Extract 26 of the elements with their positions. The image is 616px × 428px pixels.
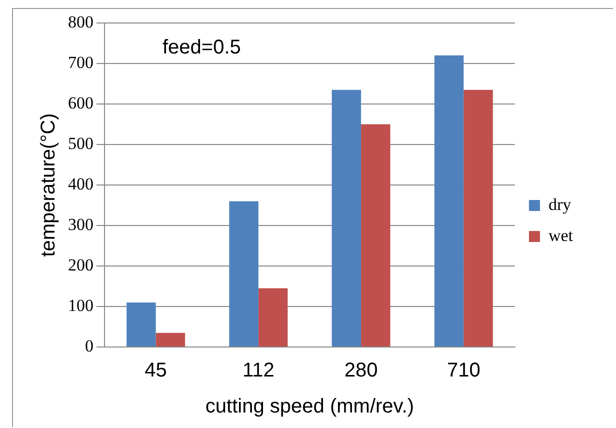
annotation: feed=0.5 [162,36,241,59]
bar [434,55,464,346]
bar [229,201,258,346]
y-tick-label: 800 [68,12,94,32]
x-tick-label: 112 [242,360,274,382]
legend-label: wet [548,226,574,245]
y-tick-label: 600 [68,93,94,112]
y-tick-label: 500 [68,134,94,153]
y-tick-label: 300 [68,214,94,234]
legend-label: dry [548,194,572,214]
bar [258,288,288,346]
x-tick-label: 45 [144,360,167,382]
bar [156,332,186,346]
x-tick-label: 280 [344,360,378,382]
y-axis-title: temperature(°C) [38,113,60,257]
bar [464,90,493,346]
x-tick-label: 710 [446,360,480,382]
bar [332,90,362,346]
y-tick-label: 0 [85,336,94,356]
bar [361,124,390,346]
y-tick-label: 100 [68,296,94,315]
y-tick-label: 200 [68,255,94,274]
y-tick-label: 400 [68,174,94,194]
x-axis-title: cutting speed (mm/rev.) [205,396,414,418]
y-tick-label: 700 [68,52,94,72]
bar [126,302,156,346]
